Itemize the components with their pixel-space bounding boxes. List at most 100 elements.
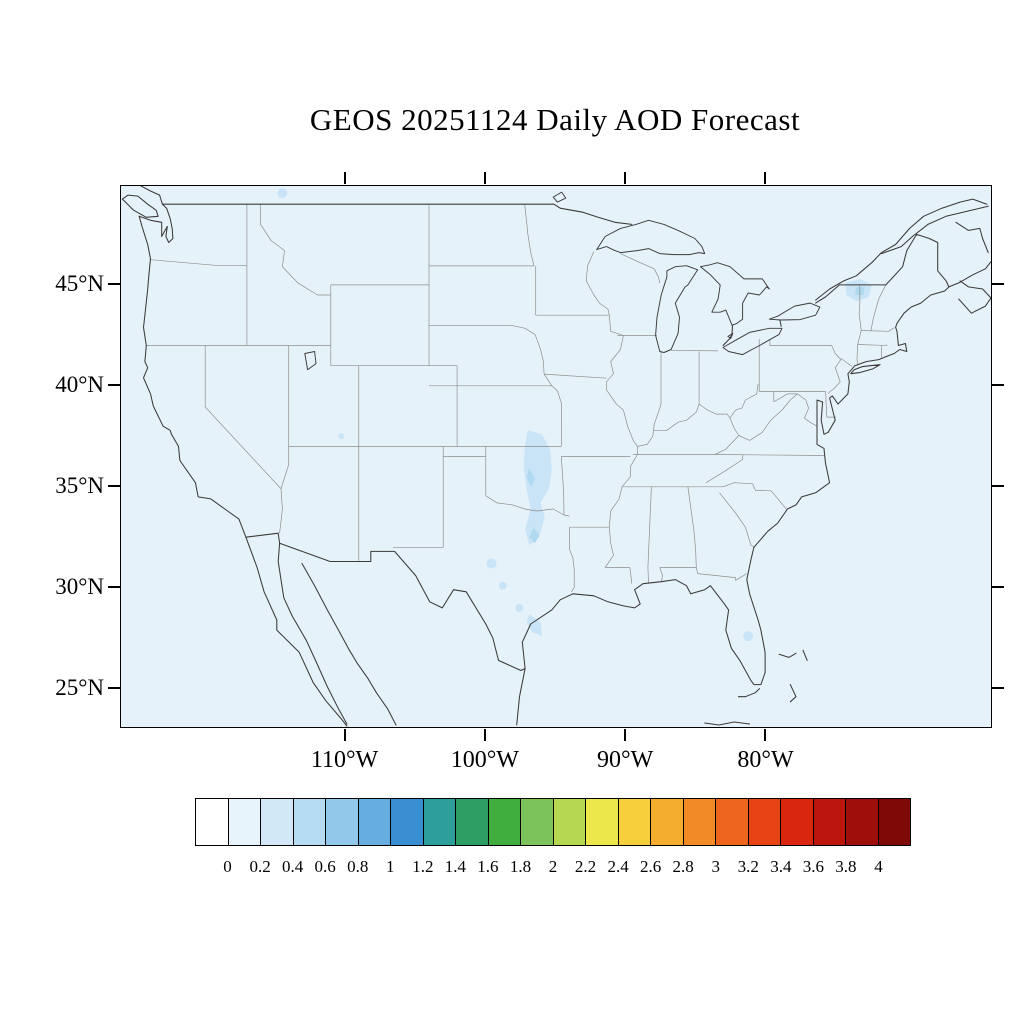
colorbar-tick-label: 1.8 [509, 857, 532, 876]
aod-patch [529, 527, 540, 544]
axis-tick [343, 172, 346, 184]
colorbar-segment [261, 799, 294, 845]
coastline [880, 205, 989, 255]
colorbar-segment [716, 799, 749, 845]
aod-patch-dot [486, 558, 497, 569]
colorbar-tick-label: 4 [874, 857, 883, 876]
colorbar-tick-label: 2 [548, 857, 558, 876]
axis-tick [992, 282, 1004, 285]
map-frame [120, 185, 992, 728]
colorbar-segment [553, 799, 586, 845]
coastline [121, 194, 159, 218]
state-border [150, 259, 247, 267]
colorbar-tick-label: 0.4 [282, 857, 304, 876]
axis-tick [764, 172, 767, 184]
colorbar-segment [326, 799, 359, 845]
colorbar [195, 798, 911, 846]
lake-outline [722, 327, 783, 356]
axis-tick [483, 729, 486, 741]
colorbar-segment [456, 799, 489, 845]
axis-tick [108, 585, 120, 588]
colorbar-tick-label: 2.4 [607, 857, 629, 876]
colorbar-segment [683, 799, 716, 845]
axis-tick [108, 383, 120, 386]
state-border [857, 344, 888, 346]
colorbar-segment [878, 799, 910, 845]
colorbar-segment [748, 799, 781, 845]
state-border [629, 567, 633, 584]
colorbar-segment [521, 799, 554, 845]
colorbar-segment [586, 799, 619, 845]
coastline [778, 652, 797, 658]
state-border [705, 454, 744, 483]
coastline [958, 280, 991, 314]
coastline [245, 536, 348, 727]
colorbar-tick-label: 1.4 [444, 857, 466, 876]
state-border [485, 495, 565, 516]
state-border [204, 345, 283, 534]
colorbar-tick-label: 0.6 [314, 857, 336, 876]
axis-tick [992, 484, 1004, 487]
aod-patch-dot [498, 581, 507, 590]
colorbar-tick-label: 0 [223, 857, 232, 876]
state-border [797, 393, 818, 427]
colorbar-segment [423, 799, 456, 845]
aod-patch-dot [277, 188, 288, 199]
state-border [560, 456, 570, 517]
state-border [569, 527, 575, 592]
colorbar-tick-label: 1.2 [412, 857, 434, 876]
map-svg [121, 186, 991, 727]
axis-tick [343, 729, 346, 741]
colorbar-tick-label: 3.6 [802, 857, 824, 876]
state-border [714, 454, 825, 456]
colorbar-tick-label: 1.6 [477, 857, 499, 876]
page-title: GEOS 20251124 Daily AOD Forecast [309, 102, 801, 137]
lat-tick-label: 25°N [55, 674, 104, 700]
lake-outline [596, 219, 706, 256]
lat-tick-label: 40°N [55, 371, 104, 397]
coastline [802, 649, 808, 661]
state-border [653, 351, 662, 431]
axis-tick [624, 729, 627, 741]
colorbar-segment [813, 799, 846, 845]
aod-patch [523, 430, 552, 546]
coastline [737, 688, 761, 698]
colorbar-tick-label: 3.8 [835, 857, 857, 876]
coastline [516, 667, 526, 726]
state-border [671, 349, 719, 352]
coastline [815, 198, 988, 301]
state-border [870, 284, 887, 331]
lat-tick-label: 45°N [55, 270, 104, 296]
state-border [280, 345, 290, 489]
state-border [828, 345, 842, 394]
state-border [260, 204, 331, 296]
colorbar-segment [618, 799, 651, 845]
state-border [738, 393, 798, 441]
colorbar-segment [293, 799, 326, 845]
colorbar-segment [228, 799, 261, 845]
state-border [687, 486, 697, 568]
coastline [301, 562, 397, 726]
coastline [948, 261, 991, 288]
axis-tick [108, 484, 120, 487]
state-border [722, 482, 788, 510]
state-border [729, 417, 740, 436]
state-border [544, 373, 607, 379]
aod-patch [526, 468, 535, 487]
colorbar-segment [391, 799, 424, 845]
lake-outline [768, 302, 821, 321]
coastline [779, 319, 782, 327]
axis-tick [108, 686, 120, 689]
axis-tick [624, 172, 627, 184]
lon-tick-label: 80°W [737, 747, 794, 773]
state-border [861, 327, 895, 332]
state-border [719, 492, 755, 548]
colorbar-segment [846, 799, 879, 845]
colorbar-segment [651, 799, 684, 845]
coastline [955, 221, 989, 254]
aod-patch-dot [338, 433, 345, 440]
state-border [769, 340, 832, 346]
state-border [825, 391, 836, 418]
lake-outline [552, 191, 567, 203]
